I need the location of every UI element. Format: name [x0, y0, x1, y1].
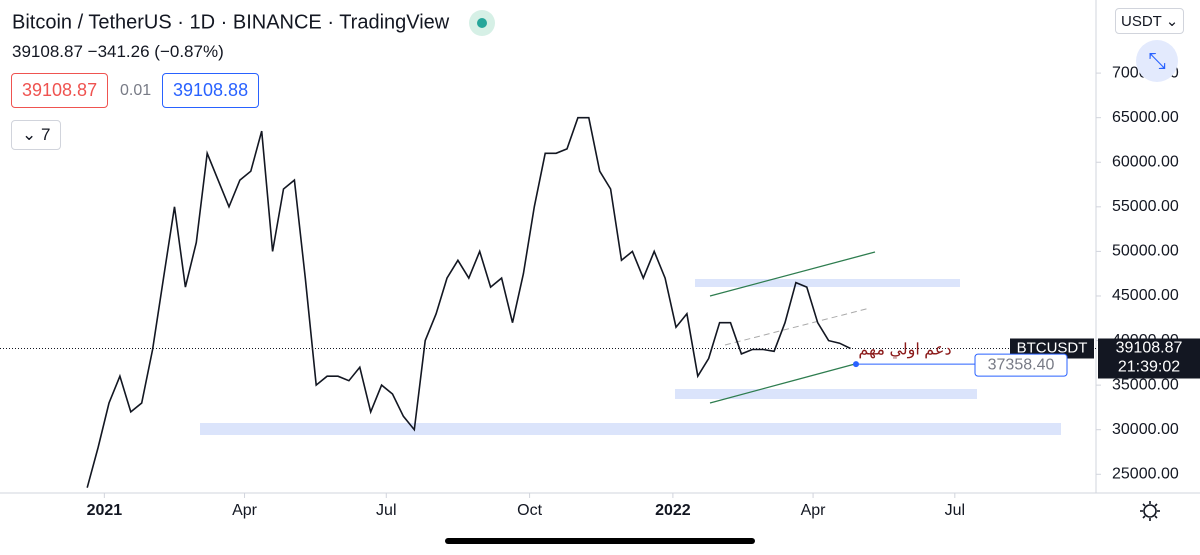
home-indicator	[445, 538, 755, 544]
x-tick-label: Jul	[376, 502, 396, 519]
interval: 1D	[189, 11, 216, 34]
price-label: 39108.87	[1116, 340, 1183, 357]
symbol-title: Bitcoin / TetherUS · 1D · BINANCE · Trad…	[12, 10, 495, 36]
y-tick-label: 35000.00	[1112, 376, 1179, 393]
resistance-zone	[695, 279, 960, 287]
collapse-button[interactable]: ⤡	[1136, 40, 1178, 82]
support-zone	[200, 423, 1061, 435]
symbol: Bitcoin / TetherUS	[12, 11, 172, 34]
sell-button[interactable]: 39108.87	[11, 73, 109, 108]
currency: USDT	[1121, 13, 1162, 30]
price-line	[86, 116, 851, 488]
y-tick-label: 45000.00	[1112, 287, 1179, 304]
y-tick-label: 25000.00	[1112, 465, 1179, 482]
support-zone	[675, 389, 977, 399]
countdown-label: 21:39:02	[1118, 359, 1180, 376]
spread: 0.01	[120, 82, 152, 99]
y-tick-label: 55000.00	[1112, 198, 1179, 215]
symbol-label-bg	[1010, 338, 1094, 359]
buy-button[interactable]: 39108.88	[162, 73, 260, 108]
channel-mid	[724, 307, 871, 346]
symbol-label: BTCUSDT	[1017, 339, 1088, 356]
x-tick-label: 2022	[655, 502, 691, 519]
x-tick-label: 2021	[87, 502, 123, 519]
price-axis	[1096, 0, 1200, 493]
indicators-toggle[interactable]: ⌄ 7	[11, 120, 62, 150]
y-tick-label: 50000.00	[1112, 243, 1179, 260]
support-price-box	[974, 353, 1068, 377]
y-tick-label: 60000.00	[1112, 153, 1179, 170]
indicator-count: 7	[40, 125, 51, 144]
channel-line	[709, 363, 856, 404]
y-tick-label: 30000.00	[1112, 421, 1179, 438]
source: TradingView	[339, 11, 450, 34]
channel-line	[709, 251, 876, 297]
settings-icon[interactable]	[1140, 501, 1160, 521]
status-dot	[468, 10, 495, 36]
y-tick-label: 65000.00	[1112, 109, 1179, 126]
last: 39108.87	[12, 42, 83, 61]
x-tick-label: Apr	[801, 502, 827, 519]
x-tick-label: Oct	[517, 502, 542, 519]
support-anchor	[853, 361, 859, 368]
exchange: BINANCE	[232, 11, 322, 34]
x-tick-label: Apr	[232, 502, 258, 519]
x-tick-label: Jul	[945, 502, 965, 519]
change: −341.26 (−0.87%)	[87, 42, 224, 61]
currency-button[interactable]: USDT ⌄	[1115, 8, 1185, 34]
quote: 39108.87 −341.26 (−0.87%)	[12, 42, 224, 62]
support-text: دعم اولي مهم	[858, 341, 951, 358]
support-price-label: 37358.40	[988, 356, 1055, 373]
price-label-bg	[1098, 338, 1200, 379]
